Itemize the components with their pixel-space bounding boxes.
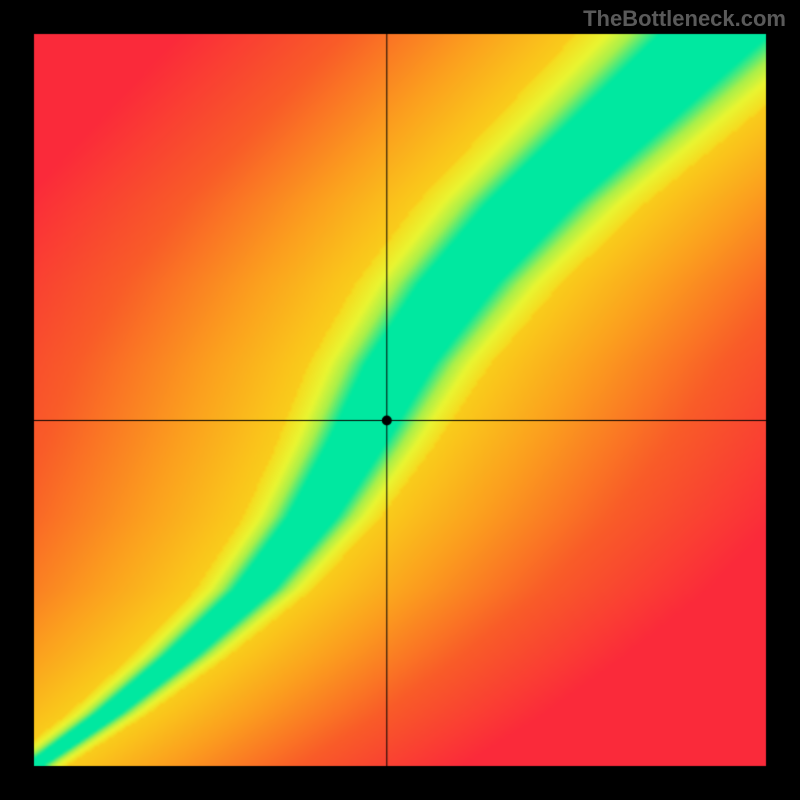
heatmap-canvas [0, 0, 800, 800]
watermark-text: TheBottleneck.com [583, 6, 786, 32]
chart-container: TheBottleneck.com [0, 0, 800, 800]
